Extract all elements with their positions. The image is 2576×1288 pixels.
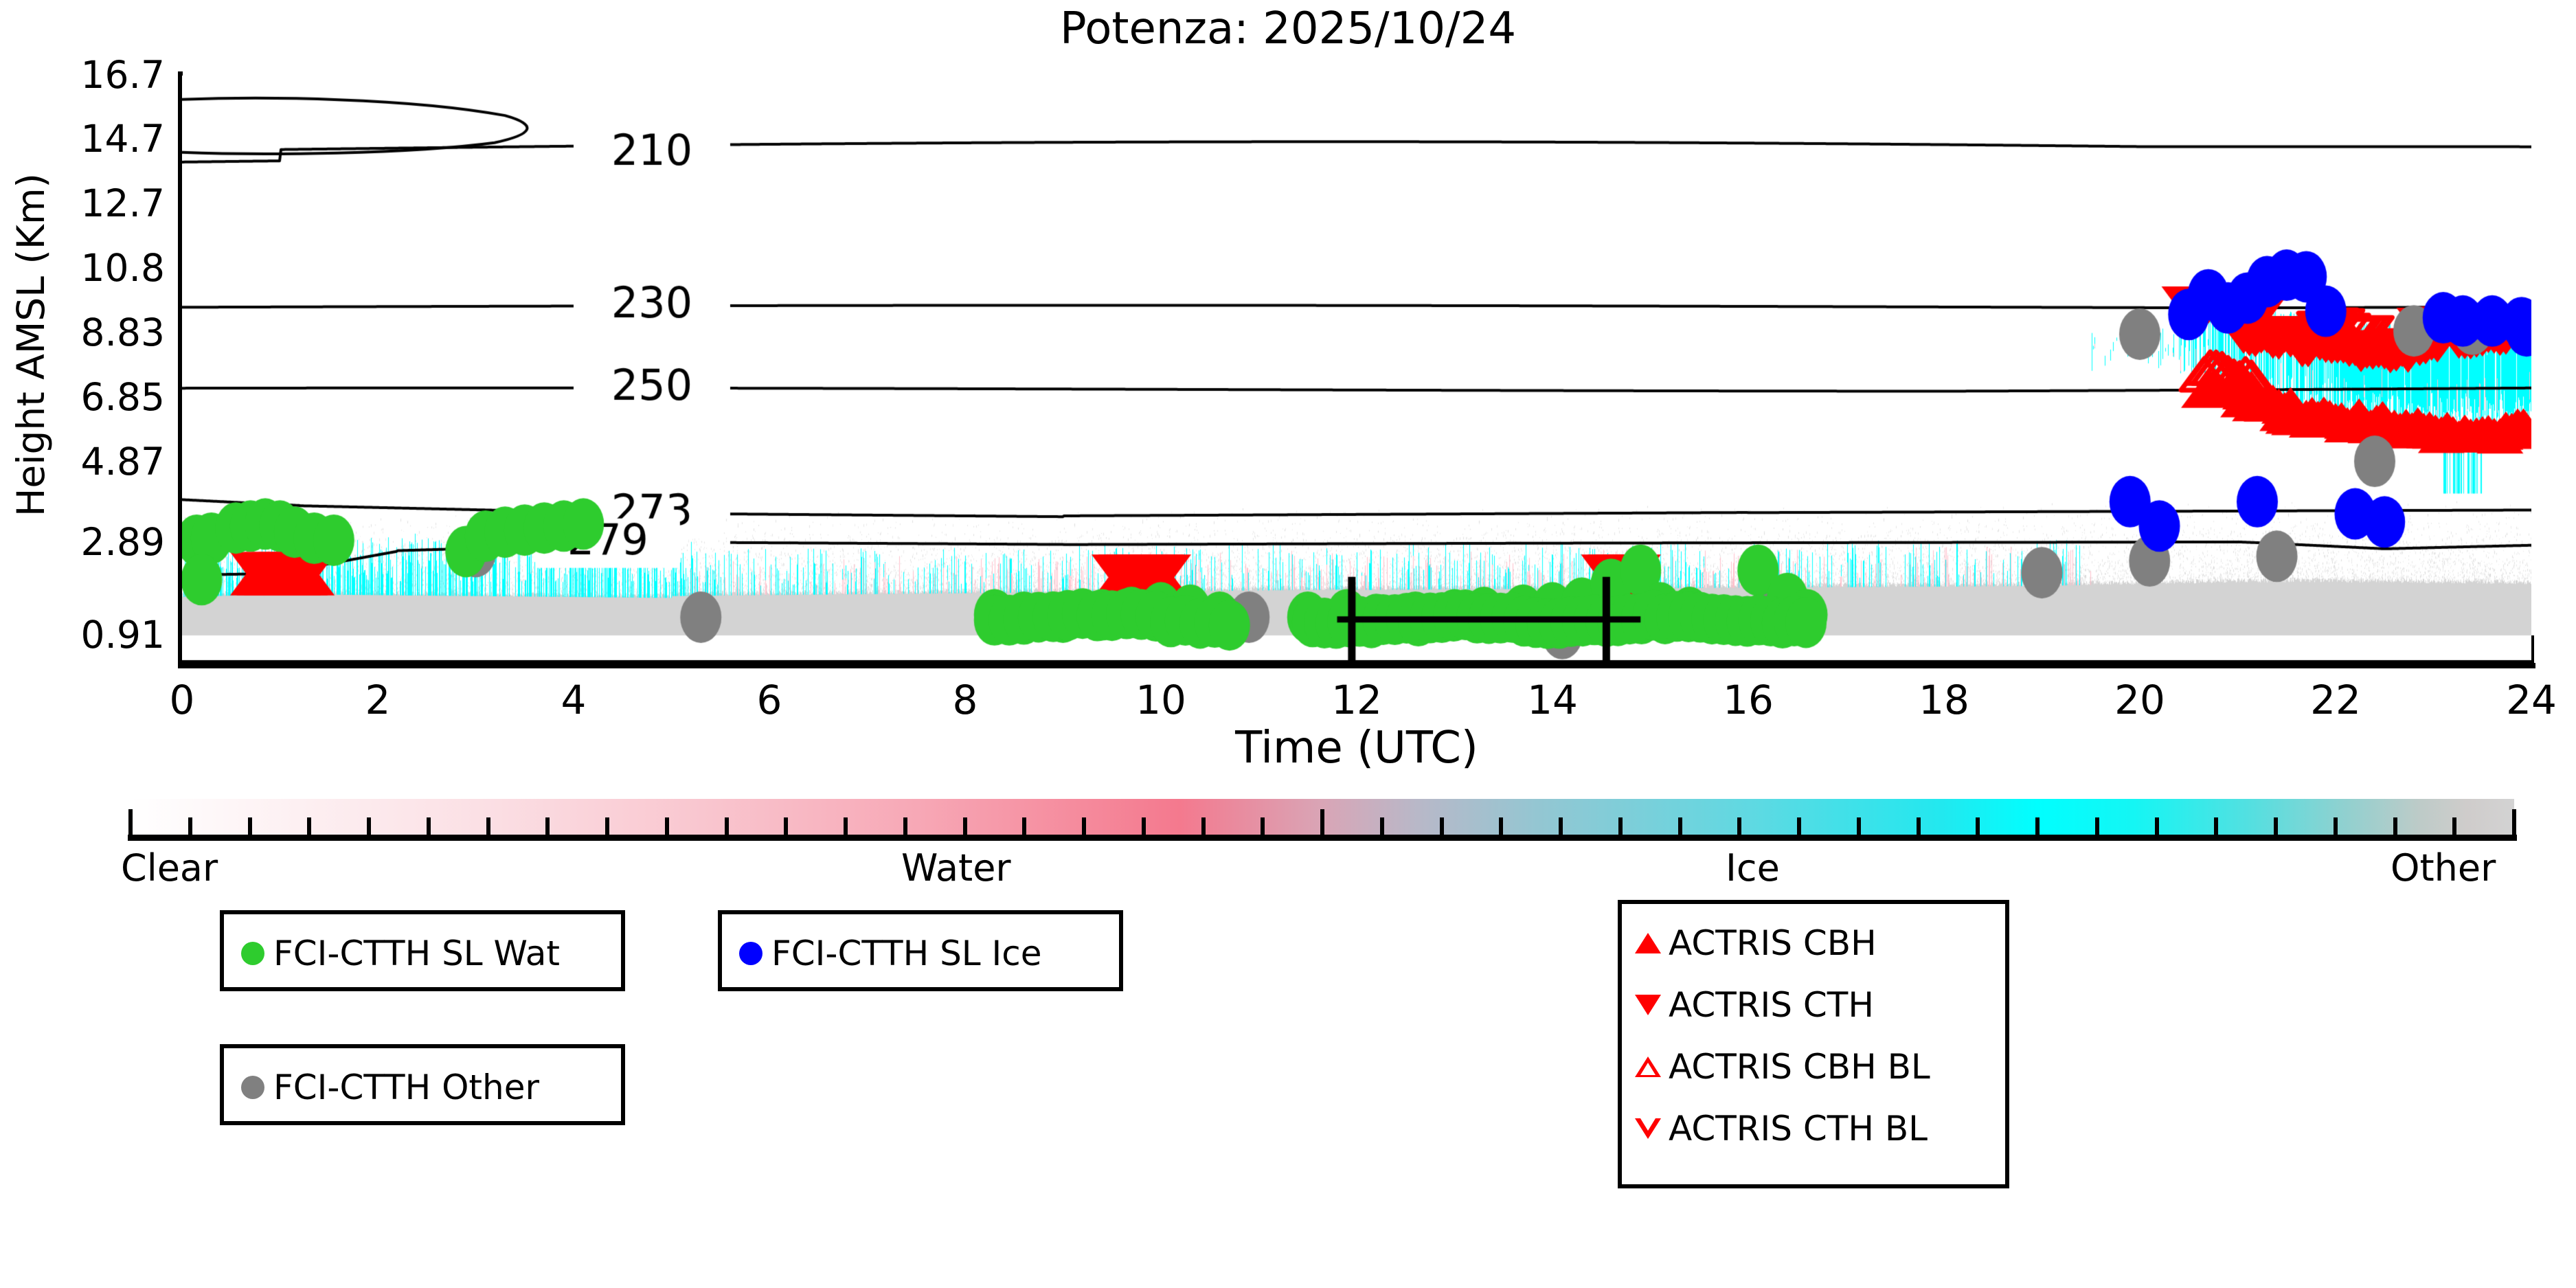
- colorbar-tick: [2035, 817, 2040, 835]
- y-tick-label: 2.89: [80, 520, 165, 564]
- x-tick-label: 6: [756, 677, 782, 723]
- colorbar-tick: [1916, 817, 1921, 835]
- legend-label-actris-cth: ACTRIS CTH: [1669, 985, 1874, 1025]
- legend-item-actris-cth[interactable]: ACTRIS CTH: [1627, 985, 2005, 1025]
- legend-actris[interactable]: ACTRIS CBH ACTRIS CTH ACTRIS CBH BL ACTR…: [1618, 900, 2009, 1188]
- colorbar-tick: [844, 817, 848, 835]
- legend-item-actris-cbh[interactable]: ACTRIS CBH: [1627, 923, 2005, 963]
- colorbar-tick: [2333, 817, 2338, 835]
- colorbar-tick: [1618, 817, 1623, 835]
- legend-item-actris-cth-bl[interactable]: ACTRIS CTH BL: [1627, 1109, 2005, 1149]
- y-tick-label: 14.7: [80, 117, 165, 161]
- legend-fci-sl-ice[interactable]: FCI-CTTH SL Ice: [718, 910, 1123, 991]
- y-tick-label: 0.91: [80, 613, 165, 657]
- x-tick-label: 0: [169, 677, 195, 723]
- y-tick-label: 8.83: [80, 310, 165, 354]
- colorbar-tick: [2274, 817, 2278, 835]
- colorbar-tick: [2094, 817, 2099, 835]
- x-tick-label: 4: [561, 677, 587, 723]
- colorbar-tick: [1261, 817, 1265, 835]
- y-tick-label: 6.85: [80, 375, 165, 419]
- colorbar-tick: [1201, 817, 1206, 835]
- y-tick-label: 16.7: [80, 53, 165, 97]
- data-plot-canvas[interactable]: [182, 76, 2531, 663]
- colorbar-tick: [1082, 817, 1086, 835]
- colorbar-tick: [1797, 817, 1801, 835]
- colorbar-tick: [1141, 817, 1146, 835]
- colorbar-tick: [1499, 817, 1504, 835]
- legend-label-fci-sl-wat: FCI-CTTH SL Wat: [273, 934, 561, 973]
- colorbar-tick: [2512, 809, 2516, 835]
- triangle-up-filled-icon: [1627, 933, 1669, 953]
- colorbar-tick: [1856, 817, 1861, 835]
- colorbar-tick: [2393, 817, 2397, 835]
- colorbar-label-clear: Clear: [121, 846, 218, 890]
- legend-label-actris-cbh: ACTRIS CBH: [1669, 923, 1877, 963]
- x-tick-label: 2: [365, 677, 391, 723]
- triangle-down-open-icon: [1627, 1118, 1669, 1139]
- plot-area[interactable]: [182, 76, 2531, 663]
- colorbar-tick: [426, 817, 431, 835]
- triangle-down-filled-icon: [1627, 995, 1669, 1015]
- legend-label-actris-cbh-bl: ACTRIS CBH BL: [1669, 1047, 1930, 1087]
- legend-label-fci-other: FCI-CTTH Other: [273, 1067, 540, 1107]
- x-tick-label: 22: [2310, 677, 2361, 723]
- colorbar-tick: [1677, 817, 1682, 835]
- blue-circle-icon: [730, 942, 771, 965]
- legend-fci-sl-wat[interactable]: FCI-CTTH SL Wat: [220, 910, 625, 991]
- y-tick-label: 12.7: [80, 181, 165, 225]
- legend-fci-other[interactable]: FCI-CTTH Other: [220, 1044, 625, 1125]
- colorbar-tick: [128, 809, 133, 835]
- colorbar-tick: [1737, 817, 1742, 835]
- colorbar-tick: [903, 817, 907, 835]
- colorbar-tick: [2154, 817, 2159, 835]
- colorbar-label-water: Water: [901, 846, 1011, 890]
- colorbar-tick: [664, 817, 669, 835]
- colorbar-tick: [2214, 817, 2219, 835]
- y-axis-line: [178, 71, 183, 668]
- legend-label-actris-cth-bl: ACTRIS CTH BL: [1669, 1109, 1928, 1149]
- colorbar-tick: [1379, 817, 1384, 835]
- x-tick-label: 16: [1723, 677, 1774, 723]
- colorbar-tick: [307, 817, 312, 835]
- colorbar-tick: [486, 817, 490, 835]
- green-circle-icon: [232, 942, 273, 965]
- colorbar-tick: [1439, 817, 1444, 835]
- colorbar-tick: [188, 817, 192, 835]
- x-tick-label: 10: [1136, 677, 1186, 723]
- triangle-up-open-icon: [1627, 1057, 1669, 1077]
- x-tick-label: 14: [1527, 677, 1578, 723]
- colorbar-tick: [367, 817, 371, 835]
- colorbar-tick: [605, 817, 609, 835]
- x-tick-mark: [2529, 635, 2534, 668]
- page-title: Potenza: 2025/10/24: [1059, 3, 1517, 54]
- colorbar-tick: [1022, 817, 1027, 835]
- x-tick-label: 20: [2114, 677, 2165, 723]
- x-tick-label: 8: [952, 677, 978, 723]
- colorbar-tick: [545, 817, 550, 835]
- x-tick-label: 12: [1331, 677, 1382, 723]
- colorbar-tick: [2452, 817, 2457, 835]
- legend-item-actris-cbh-bl[interactable]: ACTRIS CBH BL: [1627, 1047, 2005, 1087]
- colorbar-axis-line: [128, 835, 2517, 841]
- colorbar-tick: [1559, 817, 1563, 835]
- colorbar-tick: [1320, 809, 1324, 835]
- colorbar-tick: [247, 817, 252, 835]
- colorbar-tick: [724, 817, 729, 835]
- x-tick-label: 18: [1919, 677, 1969, 723]
- colorbar-label-other: Other: [2391, 846, 2496, 890]
- y-tick-label: 4.87: [80, 440, 165, 484]
- legend-label-fci-sl-ice: FCI-CTTH SL Ice: [771, 934, 1042, 973]
- y-tick-label: 10.8: [80, 246, 165, 290]
- gray-circle-icon: [232, 1076, 273, 1099]
- x-axis-label: Time (UTC): [1235, 723, 1478, 773]
- colorbar-tick: [784, 817, 789, 835]
- colorbar-tick: [1976, 817, 1980, 835]
- colorbar-tick: [962, 817, 967, 835]
- colorbar-label-ice: Ice: [1726, 846, 1780, 890]
- x-tick-label: 24: [2506, 677, 2557, 723]
